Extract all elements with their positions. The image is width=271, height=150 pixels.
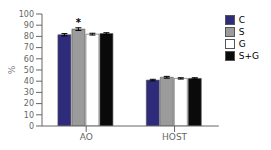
svg-text:80: 80 xyxy=(24,32,34,41)
html-text:C: C xyxy=(238,15,246,25)
svg-text:40: 40 xyxy=(24,77,34,86)
html-text:S+G: S+G xyxy=(238,51,259,61)
svg-text:0: 0 xyxy=(29,122,34,131)
svg-text:30: 30 xyxy=(24,88,34,97)
html-text:G: G xyxy=(238,39,246,49)
svg-text:70: 70 xyxy=(24,43,34,52)
svg-text:100: 100 xyxy=(19,10,34,19)
svg-text:20: 20 xyxy=(24,99,34,108)
svg-text:50: 50 xyxy=(24,66,34,75)
svg-text:HOST: HOST xyxy=(162,132,188,142)
html-text:S: S xyxy=(238,27,245,37)
svg-text:90: 90 xyxy=(24,21,34,30)
svg-text:10: 10 xyxy=(24,111,34,120)
svg-text:AO: AO xyxy=(80,132,93,142)
svg-text:60: 60 xyxy=(24,55,34,64)
svg-text:%: % xyxy=(8,65,17,74)
svg-text:*: * xyxy=(76,17,82,28)
